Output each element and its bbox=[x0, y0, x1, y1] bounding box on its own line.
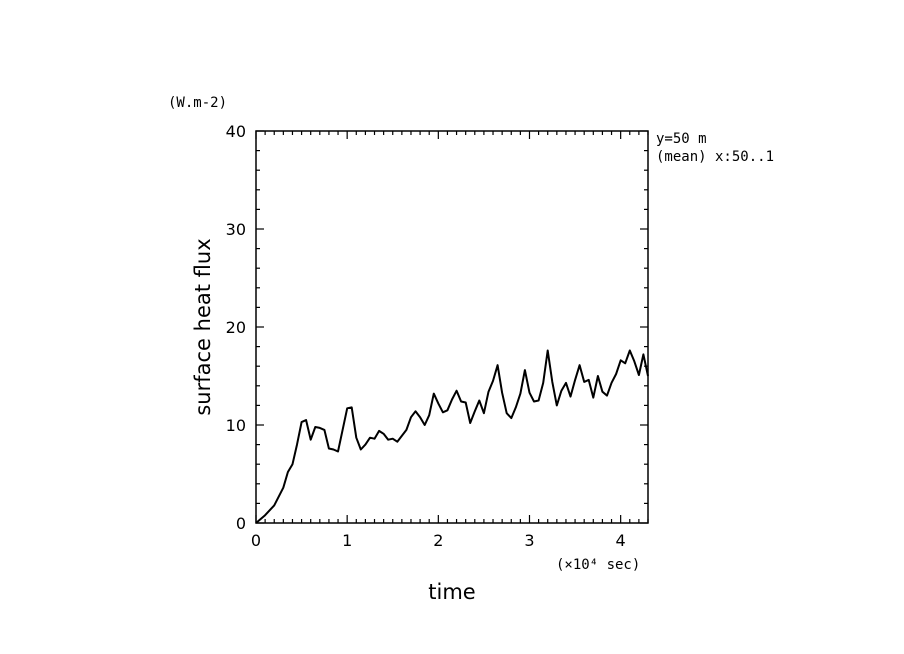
x-tick-label: 3 bbox=[524, 531, 534, 550]
y-axis-title: surface heat flux bbox=[191, 238, 215, 415]
series-line bbox=[255, 349, 649, 524]
annotation-mean: (mean) x:50..1 bbox=[656, 149, 774, 165]
x-tick-label: 4 bbox=[616, 531, 626, 550]
x-tick-label: 2 bbox=[433, 531, 443, 550]
x-tick-label: 1 bbox=[342, 531, 352, 550]
y-tick-label: 30 bbox=[226, 220, 246, 239]
y-tick-label: 40 bbox=[226, 122, 246, 141]
x-unit-label: (×10⁴ sec) bbox=[556, 557, 640, 573]
plot-frame bbox=[255, 130, 649, 524]
annotation-level: y=50 m bbox=[656, 131, 707, 147]
y-unit-label: (W.m-2) bbox=[168, 95, 227, 111]
x-axis-title: time bbox=[428, 580, 475, 604]
y-tick-label: 20 bbox=[226, 318, 246, 337]
ticks bbox=[255, 130, 649, 524]
y-tick-label: 0 bbox=[236, 514, 246, 533]
y-tick-label: 10 bbox=[226, 416, 246, 435]
x-tick-label: 0 bbox=[251, 531, 261, 550]
